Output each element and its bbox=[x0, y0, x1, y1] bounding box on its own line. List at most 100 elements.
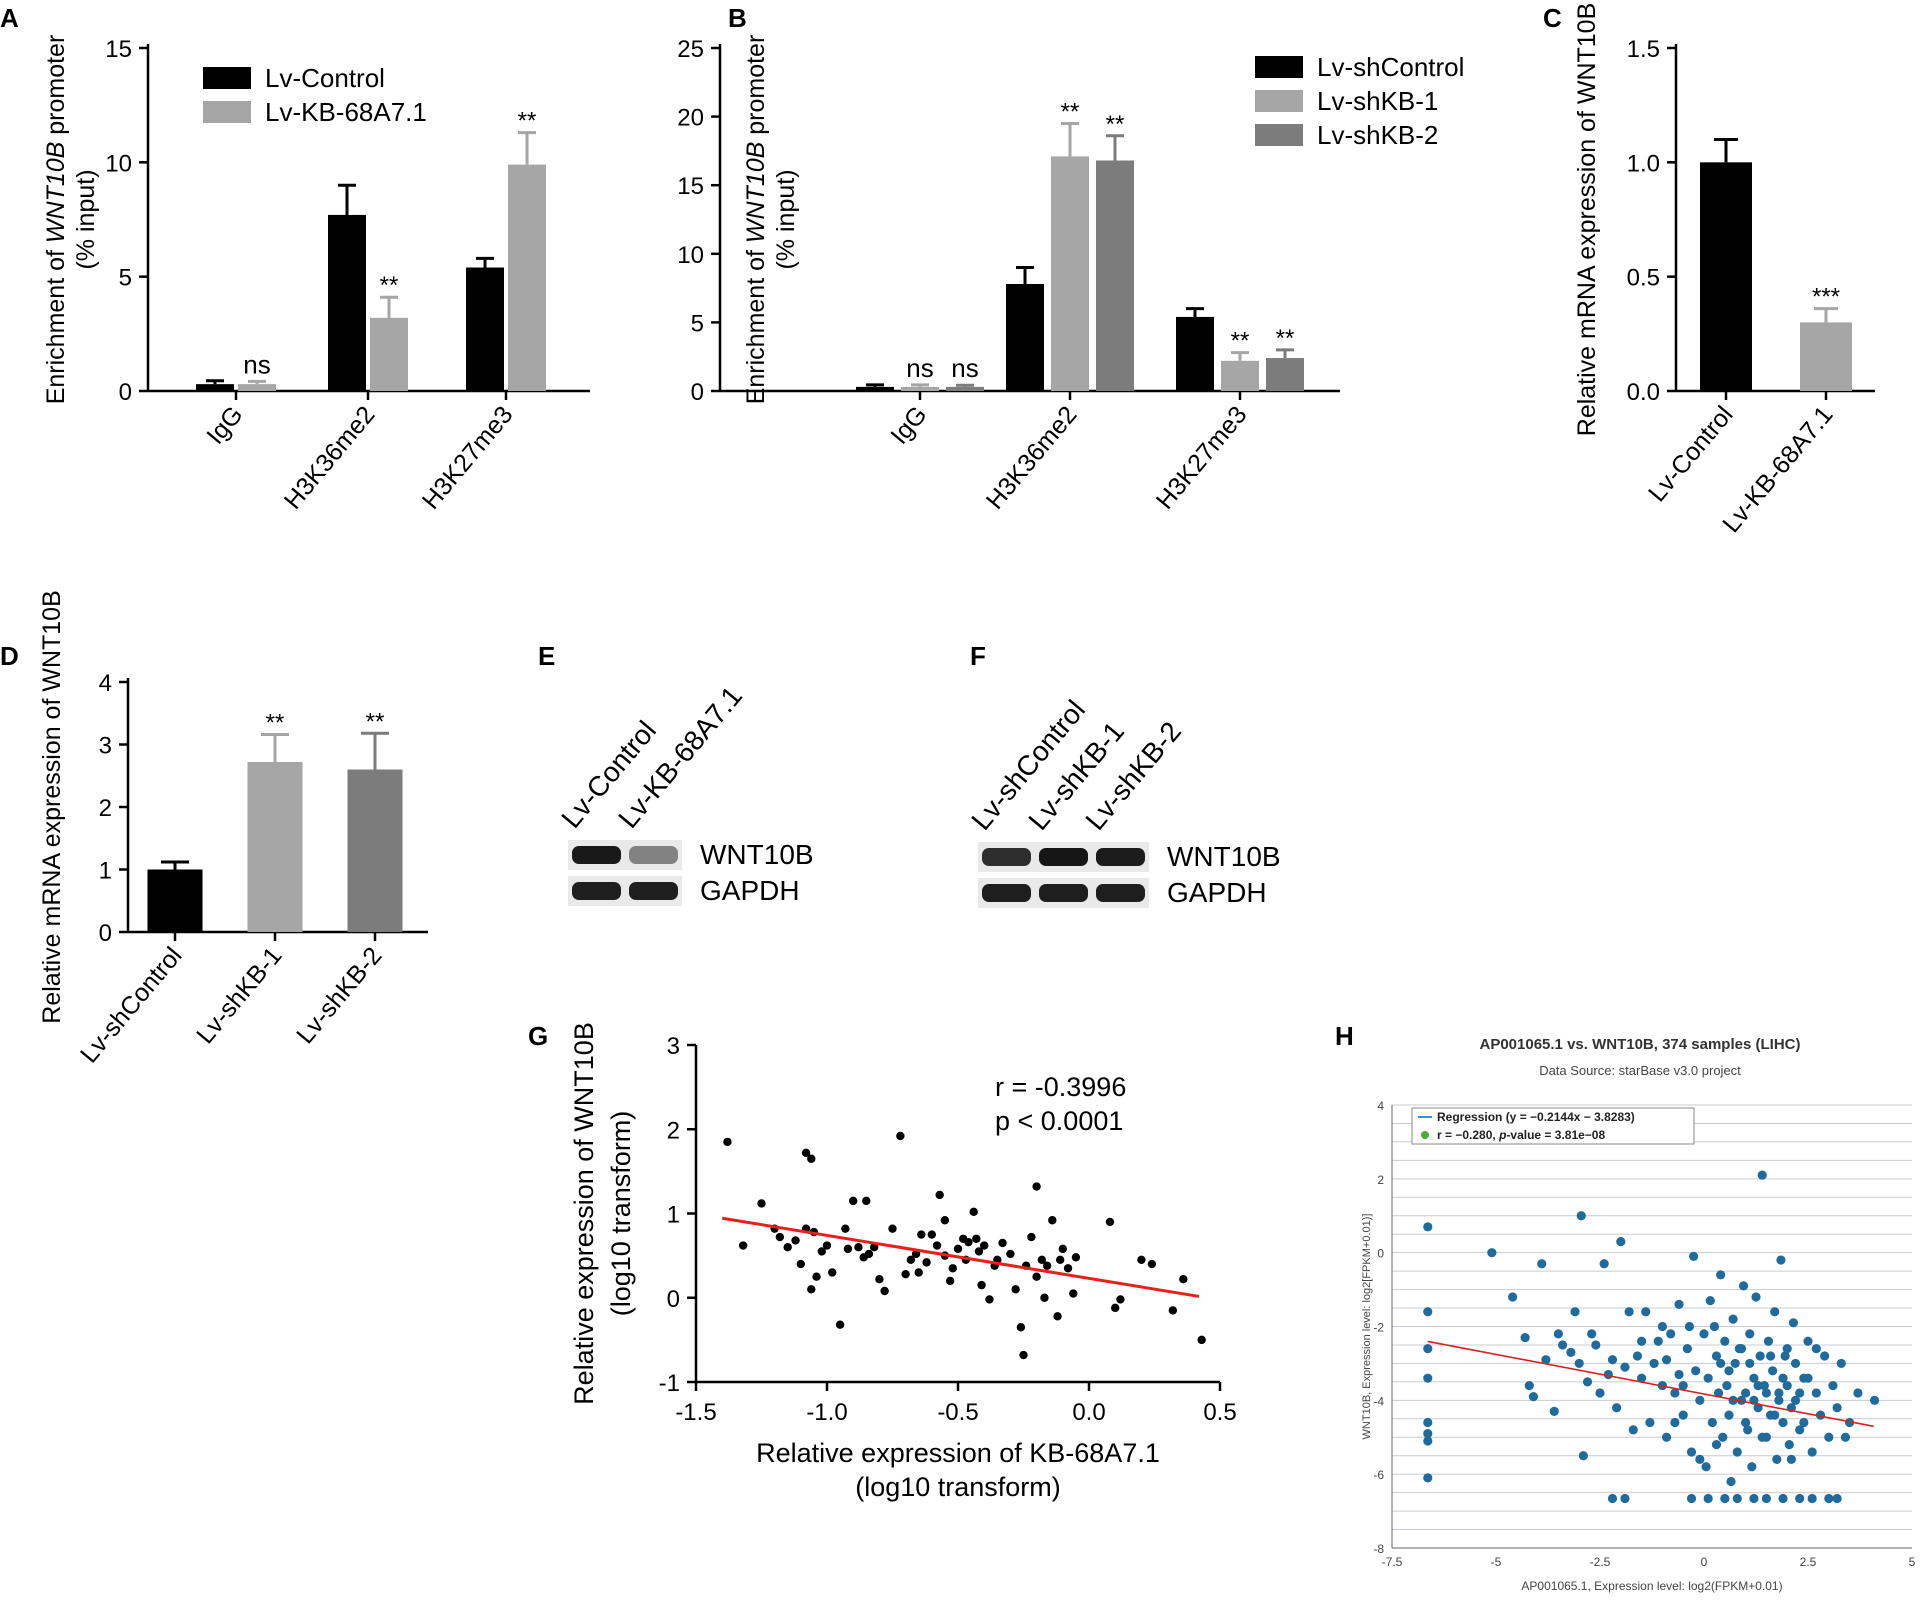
chart-title: AP001065.1 vs. WNT10B, 374 samples (LIHC… bbox=[1480, 1036, 1801, 1053]
x-axis-label: Relative expression of KB-68A7.1 bbox=[756, 1438, 1160, 1468]
data-point bbox=[888, 1224, 897, 1233]
y-axis-label: Enrichment of WNT10B promoter bbox=[742, 35, 770, 405]
data-point bbox=[1487, 1248, 1497, 1258]
data-point bbox=[1761, 1388, 1771, 1398]
data-point bbox=[1541, 1355, 1551, 1365]
x-tick-label: -0.5 bbox=[937, 1399, 978, 1426]
blot-band bbox=[982, 848, 1031, 866]
data-point bbox=[1795, 1493, 1805, 1504]
legend-dot-swatch bbox=[1421, 1131, 1429, 1139]
data-point bbox=[1137, 1255, 1146, 1265]
data-point bbox=[1799, 1417, 1809, 1428]
data-point bbox=[1763, 1336, 1774, 1346]
x-tick-label: Lv-shControl bbox=[75, 942, 188, 1069]
y-tick-label: 10 bbox=[677, 242, 704, 269]
data-point bbox=[1732, 1447, 1742, 1457]
data-point bbox=[1595, 1388, 1605, 1398]
data-point bbox=[1824, 1432, 1834, 1442]
data-point bbox=[1069, 1289, 1078, 1298]
data-point bbox=[1807, 1493, 1817, 1504]
bar bbox=[1700, 162, 1752, 391]
data-point bbox=[1699, 1329, 1709, 1339]
legend-swatch bbox=[1255, 90, 1303, 112]
data-point bbox=[1749, 1373, 1759, 1383]
data-point bbox=[875, 1275, 884, 1284]
data-point bbox=[1707, 1417, 1717, 1428]
data-point bbox=[1691, 1366, 1701, 1376]
y-tick-label: -4 bbox=[1373, 1394, 1384, 1408]
correlation-r: r = -0.3996 bbox=[995, 1072, 1126, 1102]
significance-label: ** bbox=[1061, 98, 1080, 125]
data-point bbox=[1670, 1388, 1680, 1398]
data-point bbox=[1790, 1395, 1801, 1405]
y-tick-label: 1.0 bbox=[1627, 150, 1660, 177]
y-axis-label-unit: (% input) bbox=[72, 169, 100, 269]
data-point bbox=[974, 1247, 984, 1256]
legend-regression-label: Regression (y = −0.2144x − 3.8283) bbox=[1437, 1110, 1635, 1124]
data-point bbox=[948, 1264, 957, 1273]
data-point bbox=[1803, 1373, 1813, 1383]
data-point bbox=[1011, 1285, 1020, 1294]
data-point bbox=[1828, 1380, 1838, 1391]
data-point bbox=[1743, 1425, 1753, 1435]
data-point bbox=[1168, 1306, 1178, 1315]
data-point bbox=[1745, 1329, 1755, 1339]
data-point bbox=[1423, 1436, 1433, 1446]
data-point bbox=[1019, 1350, 1028, 1360]
data-point bbox=[901, 1269, 910, 1279]
data-point bbox=[917, 1230, 926, 1239]
bar bbox=[466, 267, 504, 391]
data-point bbox=[1738, 1281, 1749, 1291]
chart-subtitle: Data Source: starBase v3.0 project bbox=[1539, 1063, 1741, 1078]
blot-band bbox=[982, 884, 1031, 902]
y-tick-label: 1.5 bbox=[1627, 36, 1660, 63]
y-tick-label: 3 bbox=[99, 733, 112, 760]
legend-stat-p: p bbox=[1498, 1128, 1506, 1142]
significance-label: *** bbox=[1812, 284, 1840, 311]
y-axis-label-part: promoter bbox=[742, 35, 770, 142]
x-tick-label: -5 bbox=[1491, 1555, 1502, 1569]
data-point bbox=[1524, 1380, 1534, 1391]
blot-band bbox=[1039, 848, 1088, 866]
data-point bbox=[1574, 1358, 1584, 1369]
data-point bbox=[1732, 1493, 1742, 1504]
data-point bbox=[1553, 1329, 1563, 1339]
bar bbox=[328, 214, 366, 391]
data-point bbox=[1678, 1410, 1688, 1420]
y-axis-label-gene: WNT10B bbox=[742, 142, 770, 243]
y-tick-label: 5 bbox=[119, 265, 132, 292]
y-tick-label: 1 bbox=[99, 858, 112, 885]
significance-label: ** bbox=[366, 708, 385, 735]
y-tick-label: 0.5 bbox=[1627, 265, 1660, 292]
y-tick-label: 20 bbox=[677, 105, 704, 132]
panel-label-c: C bbox=[1543, 3, 1562, 33]
data-point bbox=[1778, 1493, 1788, 1504]
data-point bbox=[1684, 1321, 1695, 1332]
data-point bbox=[1724, 1410, 1734, 1420]
data-point bbox=[822, 1241, 832, 1250]
data-point bbox=[1557, 1340, 1568, 1350]
data-point bbox=[862, 1196, 871, 1206]
y-tick-label: 0 bbox=[99, 920, 112, 947]
data-point bbox=[1772, 1454, 1782, 1464]
data-point bbox=[1620, 1493, 1630, 1504]
data-point bbox=[1836, 1358, 1846, 1369]
data-point bbox=[1811, 1344, 1821, 1354]
data-point bbox=[812, 1272, 821, 1281]
y-tick-label: 0.0 bbox=[1627, 379, 1660, 406]
y-tick-label: 0 bbox=[667, 1286, 680, 1313]
data-point bbox=[906, 1255, 916, 1265]
x-tick-label: H3K27me3 bbox=[1151, 401, 1253, 515]
y-tick-label: 2 bbox=[667, 1117, 680, 1144]
data-point bbox=[1745, 1358, 1755, 1369]
data-point bbox=[1042, 1261, 1052, 1270]
data-point bbox=[1686, 1493, 1697, 1504]
data-point bbox=[1803, 1336, 1813, 1346]
panel-label-h: H bbox=[1335, 1021, 1354, 1051]
bar bbox=[1266, 358, 1304, 391]
data-point bbox=[1782, 1380, 1792, 1391]
data-point bbox=[1689, 1251, 1699, 1261]
data-point bbox=[1811, 1388, 1821, 1398]
data-point bbox=[1670, 1417, 1680, 1428]
data-point bbox=[1747, 1462, 1757, 1472]
